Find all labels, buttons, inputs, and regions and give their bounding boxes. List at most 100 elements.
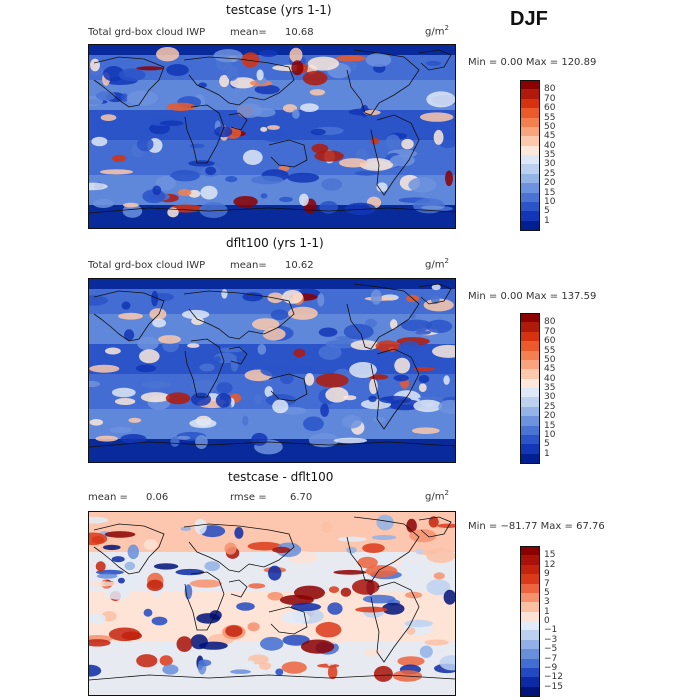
- colorbar-tick-label: −9: [544, 662, 558, 673]
- map-blob: [159, 655, 173, 666]
- map-blob: [279, 196, 293, 203]
- coastline: [184, 104, 225, 164]
- map-blob: [401, 138, 414, 150]
- colorbar-tick-label: 50: [544, 121, 556, 132]
- map-blob: [213, 356, 221, 363]
- panel-2-variable: Total grd-box cloud IWP: [88, 260, 206, 271]
- colorbar-tick-label: 40: [544, 140, 556, 151]
- colorbar-swatch: [520, 630, 540, 641]
- map-blob: [275, 668, 284, 676]
- map-blob: [373, 416, 386, 423]
- colorbar-swatch: [520, 331, 540, 342]
- map-blob: [195, 435, 208, 449]
- map-blob: [259, 662, 272, 670]
- map-blob: [346, 546, 357, 554]
- map-band: [89, 642, 455, 695]
- map-blob: [152, 318, 166, 328]
- panel-2-map: [88, 278, 456, 463]
- map-blob: [250, 175, 284, 185]
- map-blob: [151, 616, 168, 626]
- map-blob: [95, 435, 118, 442]
- colorbar-swatch: [520, 108, 540, 118]
- colorbar-tick-label: 25: [544, 168, 556, 179]
- map-blob: [315, 622, 342, 638]
- map-blob: [199, 363, 215, 372]
- map-blob: [170, 436, 180, 447]
- panel-2-mean-value: 10.62: [285, 260, 314, 271]
- colorbar-tick-label: −5: [544, 644, 558, 655]
- map-blob: [362, 594, 396, 604]
- map-blob: [428, 516, 439, 528]
- map-blob: [292, 109, 300, 119]
- map-blob: [212, 343, 220, 350]
- colorbar-swatch: [520, 192, 540, 203]
- colorbar-swatch: [520, 555, 540, 566]
- coastline: [346, 516, 420, 583]
- map-blob: [397, 656, 425, 667]
- map-blob: [373, 665, 393, 682]
- map-blob: [290, 602, 322, 611]
- map-blob: [181, 309, 210, 320]
- map-blob: [272, 546, 291, 553]
- map-blob: [189, 418, 217, 429]
- map-blob: [152, 185, 162, 196]
- map-blob: [226, 65, 239, 81]
- panel-3-map: [88, 511, 456, 696]
- map-blob: [260, 364, 291, 377]
- panel-1-map-svg: [89, 45, 455, 228]
- colorbar-swatch: [520, 434, 540, 445]
- map-blob: [401, 558, 412, 568]
- panel-3-map-svg: [89, 512, 455, 695]
- map-blob: [370, 289, 382, 305]
- map-blob: [291, 625, 308, 632]
- map-blob: [103, 66, 125, 82]
- map-blob: [327, 659, 335, 667]
- map-blob: [189, 143, 205, 149]
- map-blob: [89, 613, 106, 625]
- map-blob: [381, 602, 405, 615]
- map-blob: [369, 378, 378, 395]
- map-blob: [196, 613, 221, 624]
- map-blob: [418, 383, 427, 392]
- map-blob: [155, 175, 176, 191]
- map-blob: [124, 329, 135, 341]
- colorbar-tick-label: 35: [544, 150, 556, 160]
- map-blob: [128, 417, 142, 423]
- map-blob: [117, 577, 125, 584]
- colorbar-swatch: [520, 564, 540, 575]
- map-blob: [111, 556, 125, 563]
- map-blob: [167, 207, 179, 218]
- map-blob: [124, 561, 136, 571]
- colorbar-tick-label: −3: [544, 634, 558, 645]
- panel-3-rmse-label: rmse =: [230, 492, 267, 503]
- panel-3-rmse-value: 6.70: [290, 492, 313, 503]
- panel-2-title: dflt100 (yrs 1-1): [226, 236, 324, 250]
- colorbar-swatch: [520, 201, 540, 212]
- map-blob: [89, 364, 120, 373]
- map-blob: [234, 527, 244, 539]
- map-blob: [95, 561, 106, 572]
- map-blob: [122, 204, 143, 218]
- map-blob: [175, 568, 205, 576]
- colorbar-tick-label: 55: [544, 112, 556, 123]
- coastline: [370, 581, 420, 663]
- map-blob: [302, 71, 328, 86]
- map-blob: [315, 373, 349, 388]
- map-blob: [325, 387, 349, 403]
- map-blob: [352, 579, 380, 595]
- map-blob: [400, 340, 421, 354]
- map-blob: [425, 319, 453, 333]
- map-blob: [247, 541, 282, 551]
- map-blob: [394, 357, 411, 374]
- map-blob: [408, 177, 437, 193]
- map-blob: [418, 396, 442, 401]
- map-blob: [320, 403, 329, 417]
- map-blob: [109, 426, 133, 434]
- map-blob: [204, 561, 220, 571]
- panel-3-title: testcase - dflt100: [228, 470, 334, 484]
- map-blob: [126, 90, 159, 106]
- map-blob: [350, 340, 380, 351]
- map-blob: [259, 49, 278, 57]
- panel-1-units: g/m2: [425, 24, 449, 38]
- colorbar-swatch: [520, 136, 540, 147]
